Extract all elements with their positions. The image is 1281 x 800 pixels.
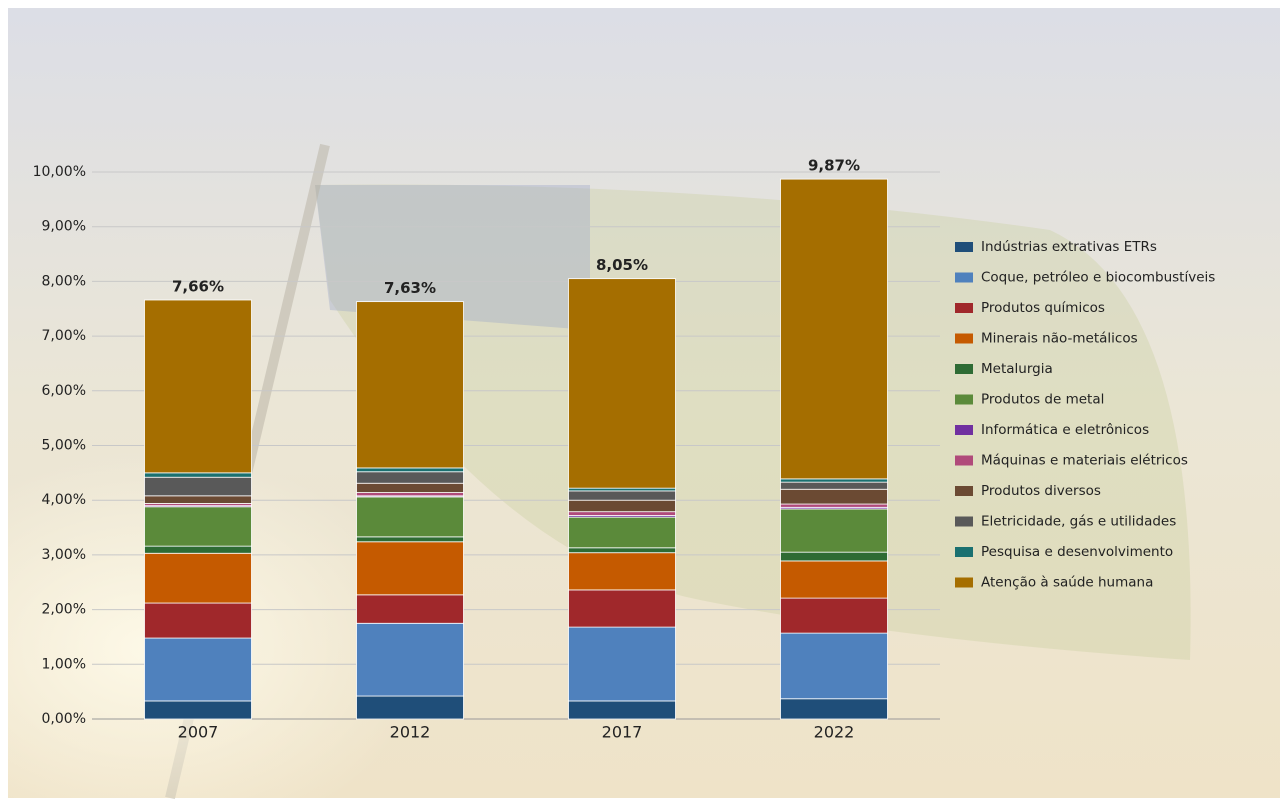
legend-swatch [955,242,973,252]
bar-segment [780,503,888,508]
bar-segment [144,552,252,604]
bar-segment [144,700,252,720]
y-tick-label: 1,00% [42,656,86,672]
legend-swatch [955,516,973,527]
legend-label: Produtos químicos [981,300,1105,316]
bar-segment [144,476,252,497]
legend-label: Coque, petróleo e biocombustíveis [981,270,1215,286]
bar-segment [780,560,888,599]
bar-segment [780,481,888,490]
total-label: 8,05% [596,256,648,274]
bar-segment [144,472,252,478]
y-tick-label: 8,00% [42,273,86,289]
bar-segment [144,545,252,554]
bar-segment [780,488,888,505]
flag-canton [315,185,590,330]
bar-segment [356,536,464,543]
bar-segment [568,278,676,489]
x-tick-label: 2017 [602,723,643,742]
legend-label: Minerais não-metálicos [981,331,1138,347]
bar-segment [144,506,252,547]
y-tick-label: 0,00% [42,711,86,727]
y-tick-label: 5,00% [42,438,86,454]
legend-label: Indústrias extrativas ETRs [981,239,1157,255]
legend-swatch [955,364,973,374]
bar-segment [568,490,676,501]
legend-label: Pesquisa e desenvolvimento [981,544,1173,560]
bar-segment [568,516,676,549]
bar-segment [356,301,464,469]
legend-swatch [955,425,973,435]
bar-segment [568,700,676,720]
legend-label: Atenção à saúde humana [981,575,1153,591]
legend-swatch [955,486,973,496]
bar-segment [568,547,676,554]
y-tick-label: 10,00% [33,164,86,180]
x-tick-label: 2007 [178,723,219,742]
legend-swatch [955,547,973,557]
bar-segment [780,597,888,634]
legend-label: Eletricidade, gás e utilidades [981,514,1176,530]
legend-swatch [955,272,973,283]
bar-segment [144,602,252,639]
bar-segment [568,626,676,702]
plot: 0,00% 1,00% 2,00% 3,00% 4,00% 5,00% 6,00% 7,00%… [33,157,1216,742]
legend-label: Metalurgia [981,361,1053,377]
bar-segment [356,467,464,473]
y-tick-label: 4,00% [42,492,86,508]
bar-segment [780,698,888,720]
bar-segment [356,541,464,596]
legend-label: Informática e eletrônicos [981,422,1149,438]
bar-segment [780,478,888,483]
legend-swatch [955,577,973,588]
y-tick-label: 2,00% [42,602,86,618]
bar-segment [568,487,676,492]
bar-segment [568,511,676,516]
bar-segment [568,499,676,513]
legend-swatch [955,455,973,466]
x-tick-label: 2012 [390,723,431,742]
x-tick-label: 2022 [814,723,855,742]
y-tick-label: 7,00% [42,328,86,344]
bar-segment [780,551,888,562]
legend-swatch [955,394,973,405]
bar-segment [780,508,888,553]
total-label: 7,66% [172,277,224,295]
legend-swatch [955,333,973,344]
bar-segment [356,622,464,697]
bar-segment [144,637,252,702]
total-label: 7,63% [384,279,436,297]
legend-label: Produtos de metal [981,392,1104,408]
legend-label: Produtos diversos [981,483,1101,499]
y-tick-label: 9,00% [42,219,86,235]
total-label: 9,87% [808,157,860,175]
bar-segment [356,471,464,484]
bar-segment [356,492,464,497]
y-tick-label: 6,00% [42,383,86,399]
bar-segment [356,496,464,538]
bar-segment [780,178,888,480]
y-tick-label: 3,00% [42,547,86,563]
bar-segment [144,299,252,474]
bar-segment [568,589,676,628]
bar-segment [568,552,676,591]
bar-segment [356,482,464,493]
legend-label: Máquinas e materiais elétricos [981,453,1188,469]
legend-swatch [955,303,973,313]
bar-segment [356,695,464,720]
bar-segment [144,495,252,504]
bar-segment [780,632,888,700]
bar-segment [356,594,464,624]
